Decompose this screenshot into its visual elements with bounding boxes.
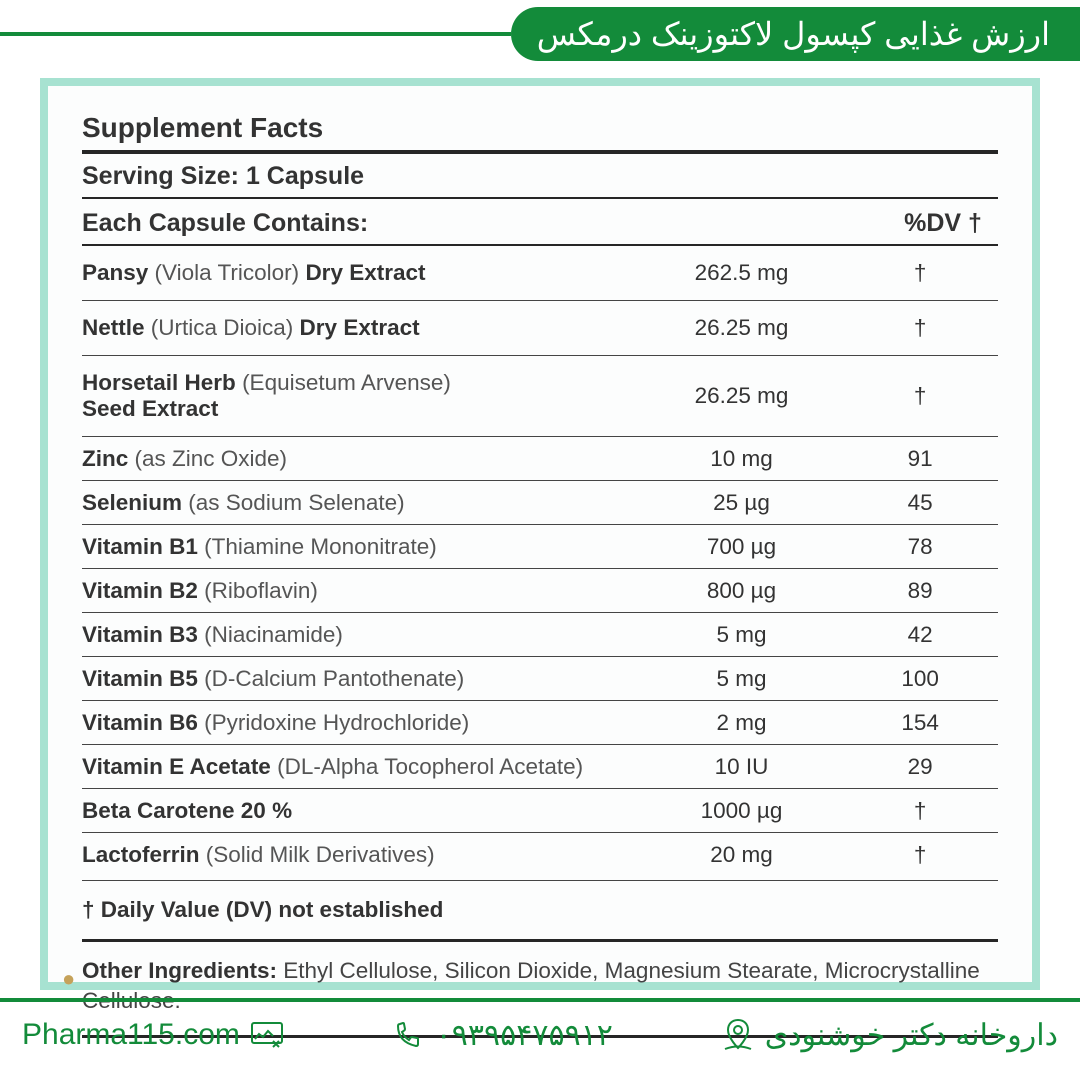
header-line — [0, 32, 511, 36]
header-dv: %DV † — [888, 209, 998, 238]
ingredient-name: Horsetail Herb (Equisetum Arvense)Seed E… — [82, 356, 641, 437]
ingredient-dv: 42 — [842, 612, 998, 656]
ingredient-name: Selenium (as Sodium Selenate) — [82, 480, 641, 524]
ingredient-dv: † — [842, 301, 998, 356]
serving-size: Serving Size: 1 Capsule — [82, 162, 998, 191]
ingredient-amount: 26.25 mg — [641, 301, 843, 356]
table-row: Nettle (Urtica Dioica) Dry Extract26.25 … — [82, 301, 998, 356]
header-bar: ارزش غذایی کپسول لاکتوزینک درمکس — [0, 10, 1080, 58]
ingredient-amount: 700 µg — [641, 524, 843, 568]
ingredient-dv: † — [842, 788, 998, 832]
ingredient-amount: 800 µg — [641, 568, 843, 612]
ingredient-dv: † — [842, 356, 998, 437]
ingredient-dv: 89 — [842, 568, 998, 612]
table-row: Zinc (as Zinc Oxide)10 mg91 — [82, 436, 998, 480]
ingredient-amount: 10 mg — [641, 436, 843, 480]
ingredient-name: Vitamin B3 (Niacinamide) — [82, 612, 641, 656]
phone-icon — [392, 1018, 426, 1052]
location-icon — [721, 1018, 755, 1052]
ingredient-name: Nettle (Urtica Dioica) Dry Extract — [82, 301, 641, 356]
ingredient-name: Beta Carotene 20 % — [82, 788, 641, 832]
table-row: Vitamin B5 (D-Calcium Pantothenate)5 mg1… — [82, 656, 998, 700]
ingredient-amount: 5 mg — [641, 612, 843, 656]
ingredient-dv: 45 — [842, 480, 998, 524]
ingredient-amount: 262.5 mg — [641, 245, 843, 301]
ingredient-name: Lactoferrin (Solid Milk Derivatives) — [82, 832, 641, 876]
ingredient-amount: 26.25 mg — [641, 356, 843, 437]
ingredient-name: Vitamin E Acetate (DL-Alpha Tocopherol A… — [82, 744, 641, 788]
ingredient-dv: 100 — [842, 656, 998, 700]
dv-footnote: † Daily Value (DV) not established — [82, 880, 998, 923]
table-row: Vitamin B1 (Thiamine Mononitrate)700 µg7… — [82, 524, 998, 568]
ingredient-name: Pansy (Viola Tricolor) Dry Extract — [82, 245, 641, 301]
footer-pharmacy: داروخانه دکتر خوشنودی — [721, 1018, 1058, 1053]
table-row: Vitamin B2 (Riboflavin)800 µg89 — [82, 568, 998, 612]
table-row: Vitamin E Acetate (DL-Alpha Tocopherol A… — [82, 744, 998, 788]
ingredient-amount: 5 mg — [641, 656, 843, 700]
facts-header-row: Each Capsule Contains: %DV † — [82, 209, 998, 238]
footer-bar: Pharma115.com ۰۹۳۹۵۴۷۵۹۱۲ داروخانه دکتر … — [0, 1002, 1080, 1068]
header-title: ارزش غذایی کپسول لاکتوزینک درمکس — [511, 7, 1080, 61]
ingredient-dv: 91 — [842, 436, 998, 480]
rule-med — [82, 197, 998, 199]
ingredient-amount: 1000 µg — [641, 788, 843, 832]
ingredient-dv: † — [842, 832, 998, 876]
table-row: Vitamin B3 (Niacinamide)5 mg42 — [82, 612, 998, 656]
table-row: Selenium (as Sodium Selenate)25 µg45 — [82, 480, 998, 524]
ingredient-amount: 10 IU — [641, 744, 843, 788]
ingredient-dv: 154 — [842, 700, 998, 744]
ingredient-name: Vitamin B1 (Thiamine Mononitrate) — [82, 524, 641, 568]
ingredient-name: Vitamin B5 (D-Calcium Pantothenate) — [82, 656, 641, 700]
ingredient-name: Vitamin B6 (Pyridoxine Hydrochloride) — [82, 700, 641, 744]
bullet-icon: ● — [62, 964, 75, 994]
facts-title: Supplement Facts — [82, 112, 998, 144]
supplement-facts-panel: Supplement Facts Serving Size: 1 Capsule… — [40, 78, 1040, 990]
header-contains: Each Capsule Contains: — [82, 209, 888, 238]
table-row: Beta Carotene 20 %1000 µg† — [82, 788, 998, 832]
table-row: Pansy (Viola Tricolor) Dry Extract262.5 … — [82, 245, 998, 301]
ingredient-amount: 20 mg — [641, 832, 843, 876]
ingredient-dv: 29 — [842, 744, 998, 788]
ingredient-dv: 78 — [842, 524, 998, 568]
ingredient-name: Vitamin B2 (Riboflavin) — [82, 568, 641, 612]
table-row: Vitamin B6 (Pyridoxine Hydrochloride)2 m… — [82, 700, 998, 744]
ingredient-dv: † — [842, 245, 998, 301]
footer-phone: ۰۹۳۹۵۴۷۵۹۱۲ — [392, 1018, 613, 1053]
facts-table: Pansy (Viola Tricolor) Dry Extract262.5 … — [82, 244, 998, 876]
rule-thick — [82, 150, 998, 154]
table-row: Lactoferrin (Solid Milk Derivatives)20 m… — [82, 832, 998, 876]
website-icon — [250, 1018, 284, 1052]
footer-website: Pharma115.com — [22, 1018, 284, 1052]
ingredient-amount: 25 µg — [641, 480, 843, 524]
ingredient-name: Zinc (as Zinc Oxide) — [82, 436, 641, 480]
ingredient-amount: 2 mg — [641, 700, 843, 744]
table-row: Horsetail Herb (Equisetum Arvense)Seed E… — [82, 356, 998, 437]
